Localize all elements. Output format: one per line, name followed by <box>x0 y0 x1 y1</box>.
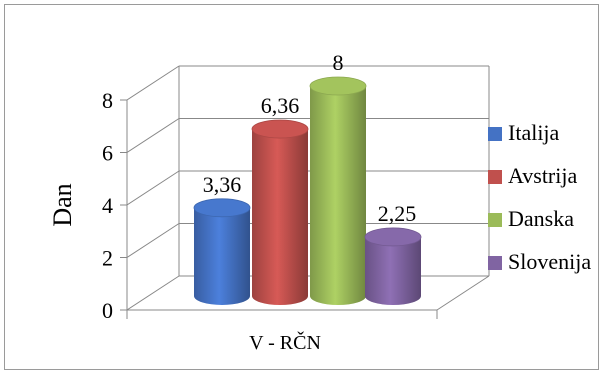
y-tick-label: 0 <box>102 298 113 323</box>
chart-legend: Italija Avstrija Danska Slovenija <box>488 120 591 274</box>
bar-chart: 0 2 4 6 8 3,36 6,36 8 2,25 Dan V - RČN Italija A… <box>48 50 591 354</box>
data-labels: 3,36 6,36 8 2,25 <box>203 50 417 226</box>
data-label-italija: 3,36 <box>203 172 242 197</box>
y-axis-title: Dan <box>48 183 77 226</box>
legend-swatch-italija <box>488 127 502 141</box>
y-axis-ticks: 0 2 4 6 8 <box>102 88 113 323</box>
legend-label-danska: Danska <box>508 206 574 231</box>
y-tick-label: 2 <box>102 246 113 271</box>
bar-italija <box>193 198 251 305</box>
legend-swatch-avstrija <box>488 170 502 184</box>
x-category-label: V - RČN <box>249 330 321 354</box>
y-tick-label: 6 <box>102 141 113 166</box>
bar-slovenija <box>364 227 422 305</box>
legend-label-slovenija: Slovenija <box>508 249 591 274</box>
data-label-slovenija: 2,25 <box>378 201 417 226</box>
data-label-avstrija: 6,36 <box>261 93 300 118</box>
legend-label-italija: Italija <box>508 120 560 145</box>
bar-avstrija <box>251 119 309 305</box>
bar-danska <box>309 76 367 305</box>
y-tick-label: 4 <box>102 193 113 218</box>
chart-frame: 0 2 4 6 8 3,36 6,36 8 2,25 Dan V - RČN Italija A… <box>4 4 599 370</box>
legend-label-avstrija: Avstrija <box>508 163 577 188</box>
data-label-danska: 8 <box>333 50 344 75</box>
chart-bars <box>193 76 422 305</box>
legend-swatch-slovenija <box>488 256 502 270</box>
legend-swatch-danska <box>488 213 502 227</box>
y-tick-label: 8 <box>102 88 113 113</box>
